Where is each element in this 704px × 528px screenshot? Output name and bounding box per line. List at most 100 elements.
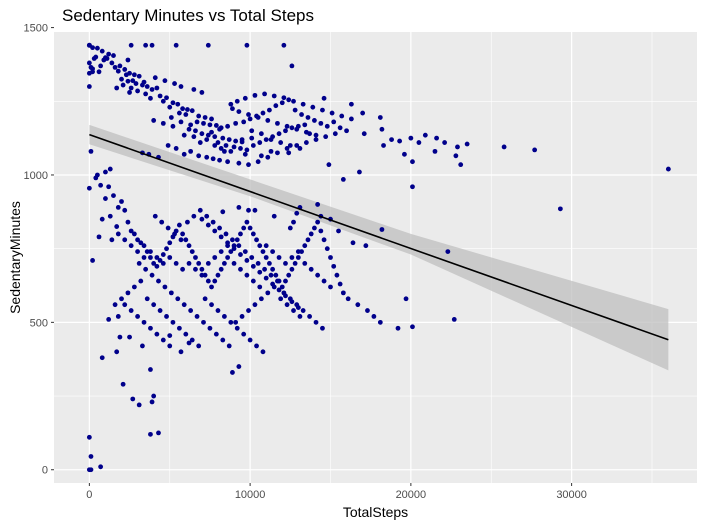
data-point (442, 140, 448, 145)
data-point (276, 255, 282, 260)
data-point (160, 260, 166, 266)
data-point (249, 255, 255, 260)
data-point (300, 308, 306, 313)
data-point (247, 116, 253, 122)
data-point (379, 126, 385, 132)
data-point (175, 101, 181, 107)
data-point (292, 107, 298, 113)
data-point (119, 296, 124, 302)
data-point (109, 237, 115, 243)
data-point (210, 156, 216, 162)
data-point (162, 78, 168, 84)
data-point (255, 260, 261, 266)
data-point (90, 45, 95, 51)
data-point (292, 260, 298, 266)
data-point (254, 343, 259, 349)
data-point (157, 93, 163, 99)
data-point (228, 319, 234, 325)
data-point (220, 337, 226, 343)
data-point (241, 225, 247, 231)
data-point (86, 434, 92, 440)
data-point (273, 272, 279, 278)
data-point (286, 150, 292, 156)
data-point (234, 98, 240, 104)
data-point (236, 204, 242, 210)
data-point (313, 319, 319, 325)
data-point (115, 314, 121, 319)
data-point (265, 154, 271, 160)
data-point (175, 296, 181, 302)
data-point (321, 237, 327, 243)
data-point (199, 90, 205, 95)
data-point (236, 243, 242, 249)
data-point (242, 95, 248, 101)
y-tick-label: 1500 (24, 23, 48, 35)
data-point (194, 314, 200, 319)
data-point (297, 146, 303, 151)
data-point (379, 227, 385, 232)
data-point (199, 216, 205, 222)
data-point (88, 454, 94, 459)
data-point (135, 88, 140, 94)
data-point (265, 118, 271, 123)
data-point (167, 333, 173, 339)
data-point (273, 103, 279, 109)
data-point (410, 159, 415, 165)
data-point (239, 137, 245, 142)
data-point (226, 343, 232, 349)
data-point (209, 129, 214, 135)
data-point (127, 334, 132, 340)
data-point (665, 166, 671, 172)
data-point (244, 42, 250, 48)
data-point (157, 258, 163, 263)
data-point (236, 109, 242, 114)
data-point (225, 123, 231, 129)
data-point (302, 122, 308, 128)
data-point (168, 115, 174, 120)
data-point (305, 115, 311, 120)
data-point (215, 308, 221, 313)
data-point (193, 255, 198, 260)
data-point (128, 228, 134, 234)
data-point (154, 331, 160, 337)
data-point (422, 132, 428, 138)
data-point (255, 159, 261, 165)
data-point (221, 148, 227, 154)
data-point (363, 243, 369, 249)
data-point (254, 237, 259, 243)
data-point (209, 116, 214, 122)
data-point (340, 176, 346, 182)
data-point (193, 128, 198, 134)
data-point (321, 95, 327, 101)
data-point (172, 81, 177, 86)
data-point (250, 278, 256, 284)
data-point (90, 258, 95, 263)
data-point (160, 252, 166, 257)
data-point (228, 101, 234, 107)
data-point (120, 381, 126, 387)
data-point (283, 128, 288, 134)
data-point (344, 128, 349, 134)
data-point (135, 249, 140, 255)
data-point (249, 128, 255, 134)
data-point (186, 260, 192, 266)
data-point (186, 243, 192, 249)
data-point (257, 243, 263, 249)
data-point (213, 123, 219, 128)
data-point (160, 120, 166, 126)
data-point (295, 255, 301, 260)
data-point (281, 95, 287, 101)
data-point (186, 126, 192, 132)
data-point (117, 63, 123, 69)
data-point (98, 464, 104, 470)
data-point (93, 54, 99, 60)
data-point (236, 160, 242, 166)
data-point (218, 234, 224, 240)
data-point (532, 147, 538, 153)
data-point (233, 120, 239, 126)
data-point (205, 278, 211, 284)
data-point (122, 237, 128, 243)
data-point (213, 331, 219, 337)
data-point (231, 260, 237, 266)
data-point (207, 325, 213, 331)
